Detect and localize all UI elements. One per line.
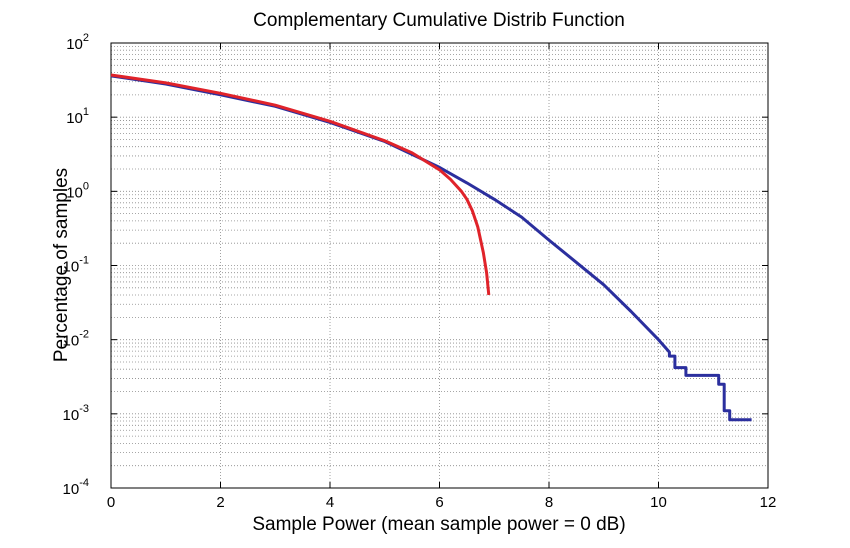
x-tick-label: 2 xyxy=(216,494,224,511)
x-tick-label: 4 xyxy=(326,494,334,511)
chart-title: Complementary Cumulative Distrib Functio… xyxy=(253,10,625,31)
x-tick-label: 10 xyxy=(650,494,667,511)
x-tick-label: 12 xyxy=(760,494,777,511)
grid xyxy=(111,43,768,488)
series-group xyxy=(110,73,752,422)
y-axis-label: Percentage of samples xyxy=(51,168,72,362)
x-tick-label: 8 xyxy=(545,494,553,511)
series-line-2 xyxy=(110,73,491,296)
x-tick-label: 6 xyxy=(435,494,443,511)
x-axis-label: Sample Power (mean sample power = 0 dB) xyxy=(252,514,625,535)
x-tick-label: 0 xyxy=(107,494,115,511)
